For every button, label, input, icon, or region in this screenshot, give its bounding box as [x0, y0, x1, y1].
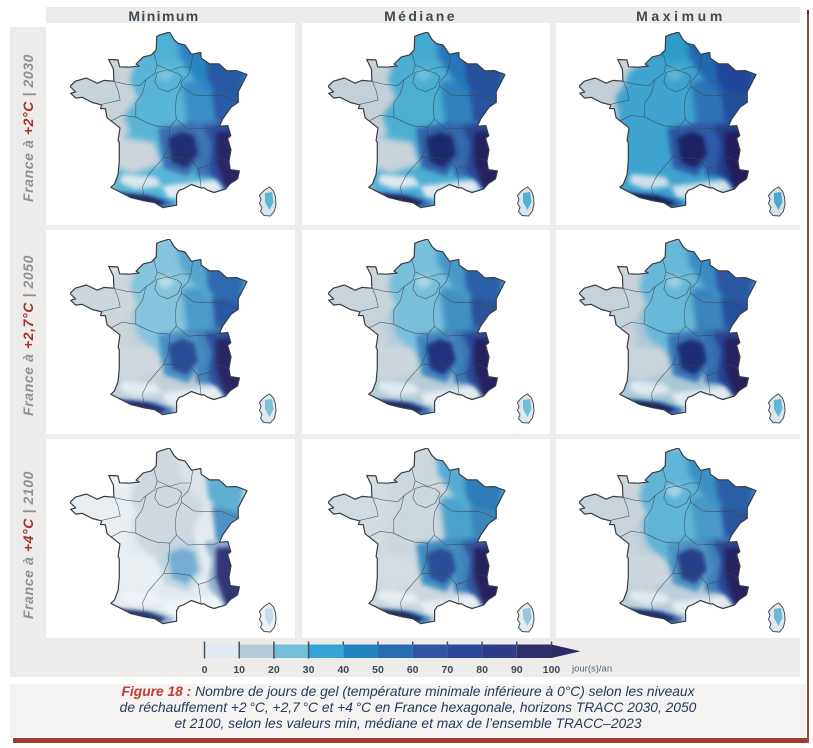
svg-text:70: 70: [442, 664, 454, 676]
svg-text:100: 100: [543, 664, 561, 676]
svg-text:40: 40: [337, 664, 349, 676]
svg-text:20: 20: [268, 664, 280, 676]
svg-text:80: 80: [476, 664, 488, 676]
svg-text:10: 10: [233, 664, 245, 676]
svg-text:50: 50: [372, 664, 384, 676]
svg-text:30: 30: [303, 664, 315, 676]
svg-text:60: 60: [407, 664, 419, 676]
svg-text:jour(s)/an: jour(s)/an: [571, 664, 612, 675]
svg-text:90: 90: [511, 664, 523, 676]
svg-text:0: 0: [202, 664, 208, 676]
